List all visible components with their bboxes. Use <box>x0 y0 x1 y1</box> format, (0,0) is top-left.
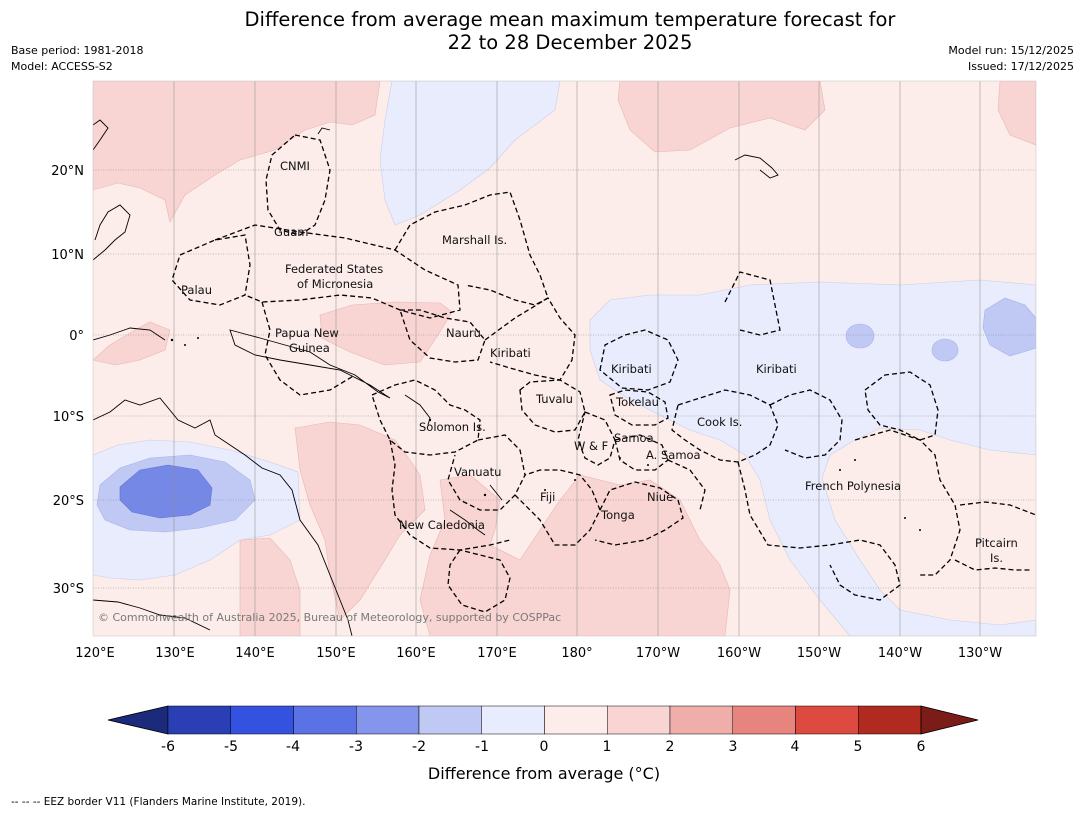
label-solomon: Solomon Is. <box>419 420 486 434</box>
lon-label: 140°W <box>878 646 922 661</box>
base-period: Base period: 1981-2018 <box>11 44 144 57</box>
colorbar-segment <box>669 705 733 735</box>
label-kiribati-east: Kiribati <box>756 362 797 376</box>
lon-label: 170°E <box>477 646 517 661</box>
title-line-2: 22 to 28 December 2025 <box>447 31 693 54</box>
colorbar-tick: 1 <box>603 739 612 755</box>
label-asamoa: A. Samoa <box>646 448 701 462</box>
model-run: Model run: 15/12/2025 <box>948 44 1074 57</box>
colorbar-extend-low <box>107 705 169 735</box>
label-tuvalu: Tuvalu <box>535 392 573 406</box>
colorbar-segment <box>293 705 357 735</box>
issued-date: Issued: 17/12/2025 <box>967 60 1074 73</box>
colorbar-extend-high <box>920 705 979 735</box>
lon-label: 130°W <box>958 646 1002 661</box>
lon-label: 140°E <box>235 646 275 661</box>
map-frame <box>92 80 1037 637</box>
colorbar-tick: -5 <box>224 739 238 755</box>
colorbar-tick: -1 <box>475 739 489 755</box>
label-cook: Cook Is. <box>697 415 742 429</box>
label-tonga: Tonga <box>600 508 635 522</box>
lon-label: 130°E <box>155 646 195 661</box>
colorbar-tick: -3 <box>349 739 363 755</box>
title-line-1: Difference from average mean maximum tem… <box>244 8 896 31</box>
colorbar: -6 -5 -4 -3 -2 -1 0 1 2 3 4 5 6 Differen… <box>107 705 979 783</box>
colorbar-tick: 4 <box>791 739 800 755</box>
coldest-anomaly-core <box>119 464 213 519</box>
label-new-caledonia: New Caledonia <box>399 518 485 532</box>
lat-label: 30°S <box>53 582 84 597</box>
lat-label: 20°S <box>53 494 84 509</box>
colorbar-tick: 3 <box>729 739 738 755</box>
latitude-labels: 20°N 10°N 0° 10°S 20°S 30°S <box>51 164 84 597</box>
longitude-labels: 120°E 130°E 140°E 150°E 160°E 170°E 180°… <box>75 646 1002 661</box>
colorbar-tick: 5 <box>854 739 863 755</box>
lat-label: 20°N <box>51 164 84 179</box>
lat-label: 10°S <box>53 410 84 425</box>
label-niue: Niue <box>647 490 673 504</box>
label-vanuatu: Vanuatu <box>454 465 501 479</box>
chart-title: Difference from average mean maximum tem… <box>0 8 1085 54</box>
label-cnmi: CNMI <box>280 159 310 173</box>
label-marshall: Marshall Is. <box>442 233 507 247</box>
colorbar-segment <box>481 705 545 735</box>
label-palau: Palau <box>181 283 212 297</box>
label-fiji: Fiji <box>540 490 555 504</box>
label-french-polynesia: French Polynesia <box>805 479 901 493</box>
map-area: © Commonwealth of Australia 2025, Bureau… <box>93 81 1036 636</box>
colorbar-tick: -2 <box>412 739 426 755</box>
coastlines <box>93 119 779 636</box>
label-pitcairn-2: Is. <box>990 551 1003 565</box>
colorbar-tick: 2 <box>666 739 675 755</box>
colorbar-tick: 6 <box>917 739 926 755</box>
label-pitcairn-1: Pitcairn <box>975 536 1018 550</box>
meta-right: Model run: 15/12/2025 Issued: 17/12/2025 <box>948 43 1074 75</box>
lon-label: 160°E <box>396 646 436 661</box>
lon-label: 120°E <box>75 646 115 661</box>
colorbar-title: Difference from average (°C) <box>428 764 660 783</box>
copyright-text: © Commonwealth of Australia 2025, Bureau… <box>98 611 561 624</box>
lon-label: 180° <box>561 646 592 661</box>
colorbar-segment <box>607 705 671 735</box>
label-tokelau: Tokelau <box>615 395 659 409</box>
label-guam: Guam <box>274 225 308 239</box>
colorbar-segment <box>418 705 482 735</box>
lon-label: 150°E <box>316 646 356 661</box>
colorbar-tick: -4 <box>286 739 300 755</box>
label-kiribati-west: Kiribati <box>490 346 531 360</box>
colorbar-segment <box>356 705 420 735</box>
colorbar-segment <box>544 705 608 735</box>
colorbar-segment <box>858 705 922 735</box>
parallel-lines <box>93 169 1036 589</box>
meta-left: Base period: 1981-2018 Model: ACCESS-S2 <box>11 43 143 75</box>
eez-footnote: -- -- -- EEZ border V11 (Flanders Marine… <box>11 796 306 808</box>
meridian-lines <box>173 81 981 636</box>
label-samoa: Samoa <box>614 431 654 445</box>
label-png-2: Guinea <box>289 341 330 355</box>
colorbar-segment <box>732 705 796 735</box>
model-name: Model: ACCESS-S2 <box>11 60 113 73</box>
label-wf: W & F <box>574 439 608 453</box>
colorbar-tick: -6 <box>161 739 175 755</box>
lat-label: 0° <box>69 329 84 344</box>
label-fsm-1: Federated States <box>285 262 383 276</box>
label-kiribati-central: Kiribati <box>611 362 652 376</box>
label-nauru: Nauru <box>446 326 481 340</box>
colorbar-segment <box>230 705 294 735</box>
colorbar-tick: 0 <box>540 739 549 755</box>
colorbar-segment <box>167 705 231 735</box>
colorbar-ticks: -6 -5 -4 -3 -2 -1 0 1 2 3 4 5 6 <box>161 739 926 755</box>
colorbar-segment <box>795 705 859 735</box>
lat-label: 10°N <box>51 248 84 263</box>
lon-label: 170°W <box>636 646 680 661</box>
label-png-1: Papua New <box>275 326 339 340</box>
lon-label: 160°W <box>717 646 761 661</box>
place-labels: CNMI Guam Marshall Is. Federated States … <box>181 159 1018 565</box>
eez-borders <box>171 134 1036 613</box>
lon-label: 150°W <box>797 646 841 661</box>
warm-anomaly-zones <box>93 81 1036 636</box>
label-fsm-2: of Micronesia <box>297 277 373 291</box>
